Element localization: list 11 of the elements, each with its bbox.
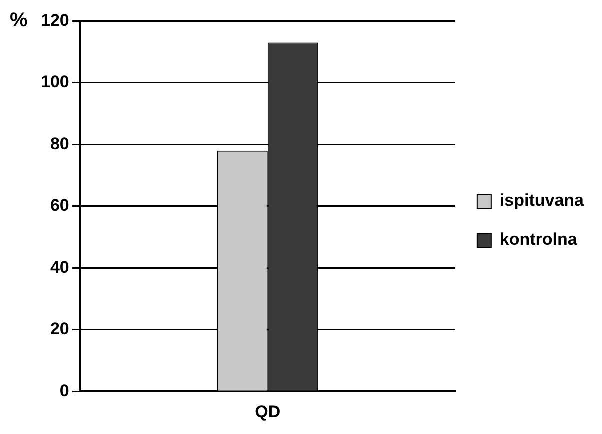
legend-label: kontrolna xyxy=(500,230,578,250)
legend-label: ispituvana xyxy=(500,191,585,210)
y-tick-label: 40 xyxy=(50,258,70,277)
y-tick-label: 60 xyxy=(50,196,70,216)
x-tick-label: QD xyxy=(255,402,281,422)
y-tick-label: 80 xyxy=(50,134,70,154)
y-axis-title: % xyxy=(10,10,28,32)
y-tick-label: 100 xyxy=(40,72,70,92)
y-tick-label: 20 xyxy=(50,320,70,339)
y-tick-label: 120 xyxy=(40,10,70,30)
y-tick-label: 0 xyxy=(60,381,70,400)
